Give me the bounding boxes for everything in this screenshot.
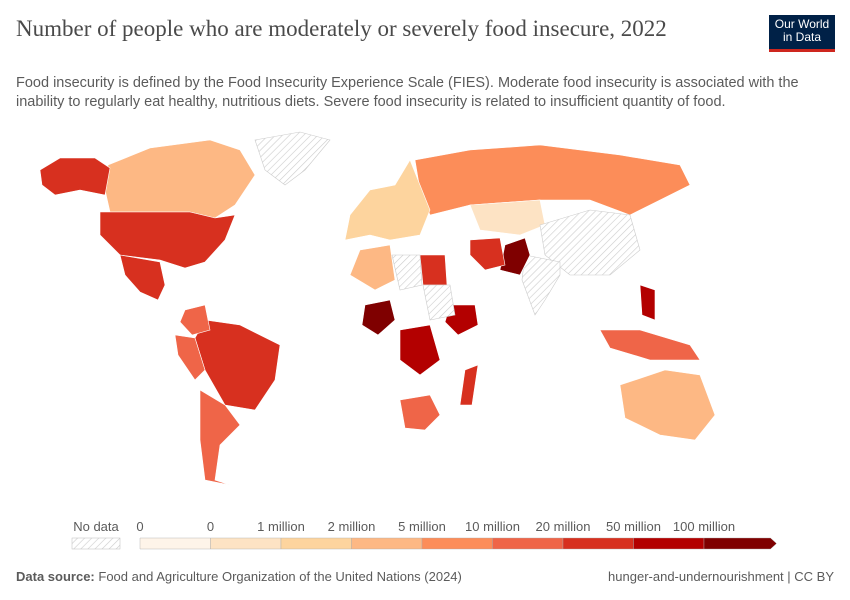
legend-no-data-swatch: [71, 537, 121, 550]
legend-bin-2: [280, 537, 352, 550]
legend-no-data-label: No data: [73, 519, 119, 534]
country-united-states[interactable]: [99, 211, 236, 269]
chart-subtitle: Food insecurity is defined by the Food I…: [16, 75, 799, 110]
source-label: Data source:: [16, 569, 95, 584]
source-text: Food and Agriculture Organization of the…: [98, 569, 462, 584]
license-link[interactable]: hunger-and-undernourishment | CC BY: [608, 569, 834, 584]
legend-bin-4: [421, 537, 493, 550]
legend-bin-8: [703, 537, 777, 550]
legend-bin-0: [139, 537, 211, 550]
country-algeria[interactable]: [349, 244, 396, 291]
owid-logo[interactable]: Our World in Data: [769, 15, 835, 52]
legend: [71, 537, 777, 550]
country-australia[interactable]: [619, 369, 716, 441]
country-libya[interactable]: [391, 254, 423, 291]
country-alaska-us-[interactable]: [39, 157, 111, 196]
legend-bin-7: [633, 537, 705, 550]
country-argentina[interactable]: [199, 389, 241, 486]
country-indonesia[interactable]: [599, 329, 701, 361]
legend-bin-1: [210, 537, 282, 550]
country-colombia[interactable]: [179, 304, 211, 336]
country-europe[interactable]: [344, 159, 431, 241]
legend-bin-label: 50 million: [606, 519, 661, 534]
legend-bin-6: [562, 537, 634, 550]
country-south-africa[interactable]: [399, 394, 441, 431]
country-greenland[interactable]: [254, 131, 331, 186]
country-canada[interactable]: [104, 139, 256, 219]
legend-bin-3: [351, 537, 423, 550]
legend-bin-label: 0: [136, 519, 144, 534]
country-dr-congo[interactable]: [399, 324, 441, 376]
legend-bin-label: 1 million: [257, 519, 305, 534]
legend-bin-label: 0: [206, 519, 215, 534]
country-mexico[interactable]: [119, 254, 166, 301]
country-philippines[interactable]: [639, 284, 656, 321]
legend-bin-label: 2 million: [327, 519, 376, 534]
country-egypt[interactable]: [419, 254, 448, 286]
legend-bin-label: 100 million: [672, 519, 736, 534]
legend-bin-label: 5 million: [398, 519, 446, 534]
country-russia[interactable]: [414, 144, 691, 216]
country-iran[interactable]: [469, 237, 506, 271]
country-kazakhstan[interactable]: [469, 199, 546, 236]
data-source: Data source: Food and Agriculture Organi…: [16, 569, 462, 584]
country-india[interactable]: [521, 254, 561, 316]
country-sudan[interactable]: [422, 284, 456, 321]
legend-bin-label: 20 million: [535, 519, 591, 534]
country-madagascar[interactable]: [459, 364, 479, 406]
legend-bin-5: [492, 537, 564, 550]
country-china[interactable]: [539, 209, 641, 276]
chart-title: Number of people who are moderately or s…: [16, 16, 667, 41]
legend-bin-label: 10 million: [465, 519, 520, 534]
country-peru[interactable]: [174, 334, 206, 381]
country-nigeria[interactable]: [361, 299, 396, 336]
